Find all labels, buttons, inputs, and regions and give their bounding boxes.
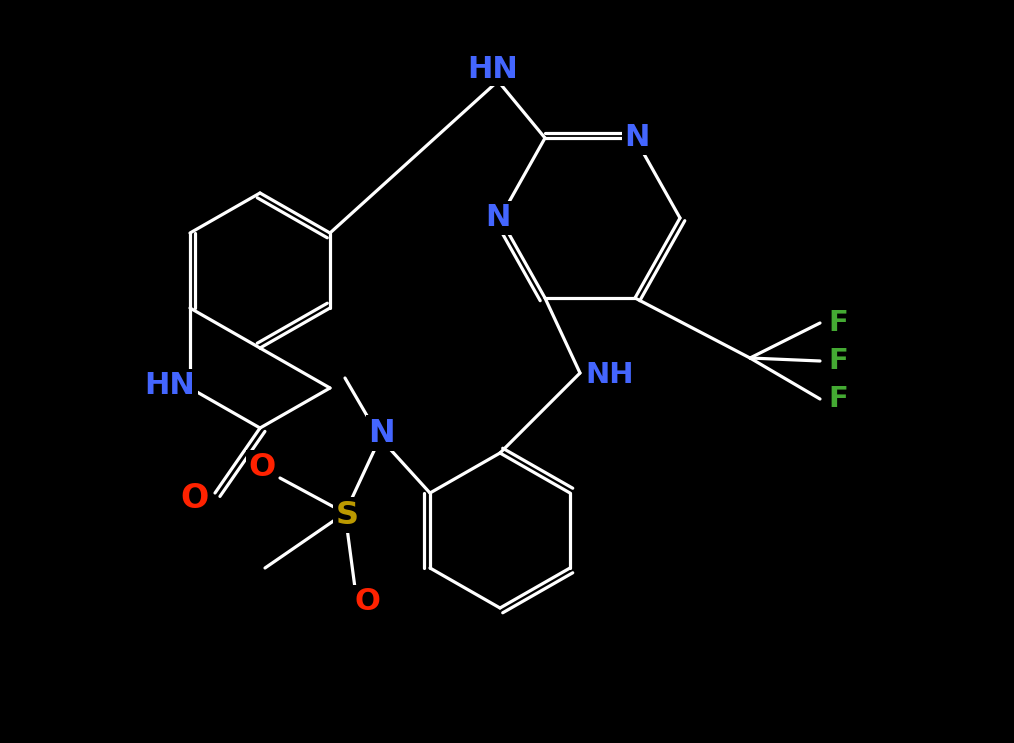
Text: F: F bbox=[828, 385, 848, 413]
Text: HN: HN bbox=[145, 372, 196, 400]
Text: O: O bbox=[354, 588, 380, 617]
Text: O: O bbox=[180, 481, 209, 514]
Text: N: N bbox=[625, 123, 650, 152]
Text: N: N bbox=[369, 418, 395, 449]
Text: S: S bbox=[336, 499, 359, 531]
Text: F: F bbox=[828, 347, 848, 375]
Text: O: O bbox=[248, 452, 276, 484]
Text: N: N bbox=[486, 204, 511, 233]
Text: F: F bbox=[828, 309, 848, 337]
Text: NH: NH bbox=[586, 361, 634, 389]
Text: HN: HN bbox=[467, 54, 518, 83]
